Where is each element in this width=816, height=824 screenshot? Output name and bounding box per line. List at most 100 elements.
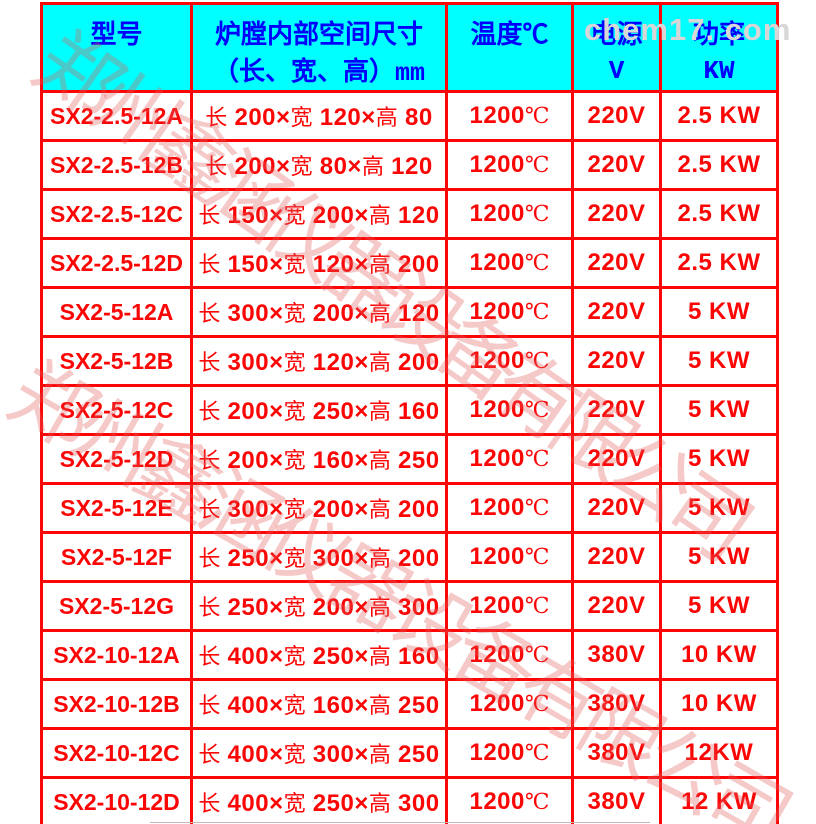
model-cell: SX2-5-12G <box>40 580 193 632</box>
dims-cell: 长 250×宽 300×高 200 <box>190 531 448 583</box>
dims-cell: 长 150×宽 200×高 120 <box>190 188 448 240</box>
voltage-cell: 380V <box>571 629 662 681</box>
voltage-cell: 220V <box>571 237 662 289</box>
table-row: SX2-2.5-12C 长 150×宽 200×高 120 1200℃ 220V… <box>40 188 779 240</box>
temp-cell: 1200℃ <box>445 776 574 824</box>
table-row: SX2-10-12D 长 400×宽 250×高 300 1200℃ 380V … <box>40 776 779 824</box>
model-cell: SX2-10-12D <box>40 776 193 824</box>
table-row: SX2-5-12F 长 250×宽 300×高 200 1200℃ 220V 5… <box>40 531 779 583</box>
temp-cell: 1200℃ <box>445 335 574 387</box>
header-power-unit: KW <box>703 56 735 86</box>
model-cell: SX2-5-12D <box>40 433 193 485</box>
power-cell: 5 KW <box>659 384 779 436</box>
dims-cell: 长 300×宽 200×高 120 <box>190 286 448 338</box>
table-row: SX2-2.5-12B 长 200×宽 80×高 120 1200℃ 220V … <box>40 139 779 191</box>
table-header: 型号 炉膛内部空间尺寸 （长、宽、高）mm 温度℃ 电源 V 功率 KW <box>40 2 779 93</box>
dims-cell: 长 200×宽 80×高 120 <box>190 139 448 191</box>
temp-cell: 1200℃ <box>445 90 574 142</box>
model-cell: SX2-5-12C <box>40 384 193 436</box>
model-cell: SX2-10-12A <box>40 629 193 681</box>
model-cell: SX2-2.5-12C <box>40 188 193 240</box>
voltage-cell: 220V <box>571 139 662 191</box>
model-cell: SX2-5-12B <box>40 335 193 387</box>
voltage-cell: 220V <box>571 90 662 142</box>
dims-cell: 长 200×宽 160×高 250 <box>190 433 448 485</box>
table-row: SX2-2.5-12A 长 200×宽 120×高 80 1200℃ 220V … <box>40 90 779 142</box>
voltage-cell: 220V <box>571 188 662 240</box>
dims-cell: 长 300×宽 200×高 200 <box>190 482 448 534</box>
dims-cell: 长 400×宽 250×高 300 <box>190 776 448 824</box>
voltage-cell: 220V <box>571 482 662 534</box>
header-power-supply: 电源 V <box>571 2 662 93</box>
header-row: 型号 炉膛内部空间尺寸 （长、宽、高）mm 温度℃ 电源 V 功率 KW <box>40 2 779 93</box>
header-temperature-label: 温度℃ <box>470 19 549 49</box>
table-row: SX2-10-12A 长 400×宽 250×高 160 1200℃ 380V … <box>40 629 779 681</box>
temp-cell: 1200℃ <box>445 580 574 632</box>
spec-table: 型号 炉膛内部空间尺寸 （长、宽、高）mm 温度℃ 电源 V 功率 KW <box>40 2 779 824</box>
power-cell: 10 KW <box>659 629 779 681</box>
power-cell: 2.5 KW <box>659 188 779 240</box>
model-cell: SX2-2.5-12D <box>40 237 193 289</box>
power-cell: 5 KW <box>659 482 779 534</box>
model-cell: SX2-2.5-12B <box>40 139 193 191</box>
model-cell: SX2-10-12C <box>40 727 193 779</box>
table-row: SX2-5-12G 长 250×宽 200×高 300 1200℃ 220V 5… <box>40 580 779 632</box>
temp-cell: 1200℃ <box>445 433 574 485</box>
voltage-cell: 220V <box>571 384 662 436</box>
model-cell: SX2-5-12A <box>40 286 193 338</box>
voltage-cell: 220V <box>571 433 662 485</box>
dims-cell: 长 150×宽 120×高 200 <box>190 237 448 289</box>
power-cell: 5 KW <box>659 580 779 632</box>
power-cell: 12 KW <box>659 776 779 824</box>
power-cell: 5 KW <box>659 531 779 583</box>
temp-cell: 1200℃ <box>445 482 574 534</box>
header-dimensions-line2: （长、宽、高）mm <box>212 56 426 88</box>
voltage-cell: 380V <box>571 727 662 779</box>
voltage-cell: 380V <box>571 678 662 730</box>
dims-cell: 长 300×宽 120×高 200 <box>190 335 448 387</box>
spec-table-body: SX2-2.5-12A 长 200×宽 120×高 80 1200℃ 220V … <box>40 90 779 824</box>
power-cell: 5 KW <box>659 433 779 485</box>
table-row: SX2-10-12C 长 400×宽 300×高 250 1200℃ 380V … <box>40 727 779 779</box>
table-row: SX2-10-12B 长 400×宽 160×高 250 1200℃ 380V … <box>40 678 779 730</box>
model-cell: SX2-5-12E <box>40 482 193 534</box>
voltage-cell: 220V <box>571 580 662 632</box>
dims-cell: 长 200×宽 120×高 80 <box>190 90 448 142</box>
power-cell: 2.5 KW <box>659 90 779 142</box>
table-row: SX2-5-12E 长 300×宽 200×高 200 1200℃ 220V 5… <box>40 482 779 534</box>
power-cell: 2.5 KW <box>659 139 779 191</box>
dims-cell: 长 250×宽 200×高 300 <box>190 580 448 632</box>
model-cell: SX2-10-12B <box>40 678 193 730</box>
voltage-cell: 220V <box>571 286 662 338</box>
dims-cell: 长 400×宽 160×高 250 <box>190 678 448 730</box>
power-cell: 5 KW <box>659 335 779 387</box>
table-row: SX2-5-12C 长 200×宽 250×高 160 1200℃ 220V 5… <box>40 384 779 436</box>
header-model: 型号 <box>40 2 193 93</box>
header-dimensions-line1: 炉膛内部空间尺寸 <box>214 19 423 49</box>
temp-cell: 1200℃ <box>445 678 574 730</box>
voltage-cell: 220V <box>571 335 662 387</box>
voltage-cell: 380V <box>571 776 662 824</box>
power-cell: 10 KW <box>659 678 779 730</box>
temp-cell: 1200℃ <box>445 531 574 583</box>
temp-cell: 1200℃ <box>445 188 574 240</box>
table-row: SX2-5-12D 长 200×宽 160×高 250 1200℃ 220V 5… <box>40 433 779 485</box>
dims-cell: 长 400×宽 300×高 250 <box>190 727 448 779</box>
header-temperature: 温度℃ <box>445 2 574 93</box>
model-cell: SX2-5-12F <box>40 531 193 583</box>
table-row: SX2-2.5-12D 长 150×宽 120×高 200 1200℃ 220V… <box>40 237 779 289</box>
voltage-cell: 220V <box>571 531 662 583</box>
header-power: 功率 KW <box>659 2 779 93</box>
header-power-line1: 功率 <box>692 19 745 49</box>
header-power-supply-unit: V <box>608 56 625 86</box>
temp-cell: 1200℃ <box>445 727 574 779</box>
power-cell: 5 KW <box>659 286 779 338</box>
power-cell: 12KW <box>659 727 779 779</box>
header-dimensions: 炉膛内部空间尺寸 （长、宽、高）mm <box>190 2 448 93</box>
temp-cell: 1200℃ <box>445 286 574 338</box>
model-cell: SX2-2.5-12A <box>40 90 193 142</box>
temp-cell: 1200℃ <box>445 629 574 681</box>
temp-cell: 1200℃ <box>445 237 574 289</box>
temp-cell: 1200℃ <box>445 384 574 436</box>
